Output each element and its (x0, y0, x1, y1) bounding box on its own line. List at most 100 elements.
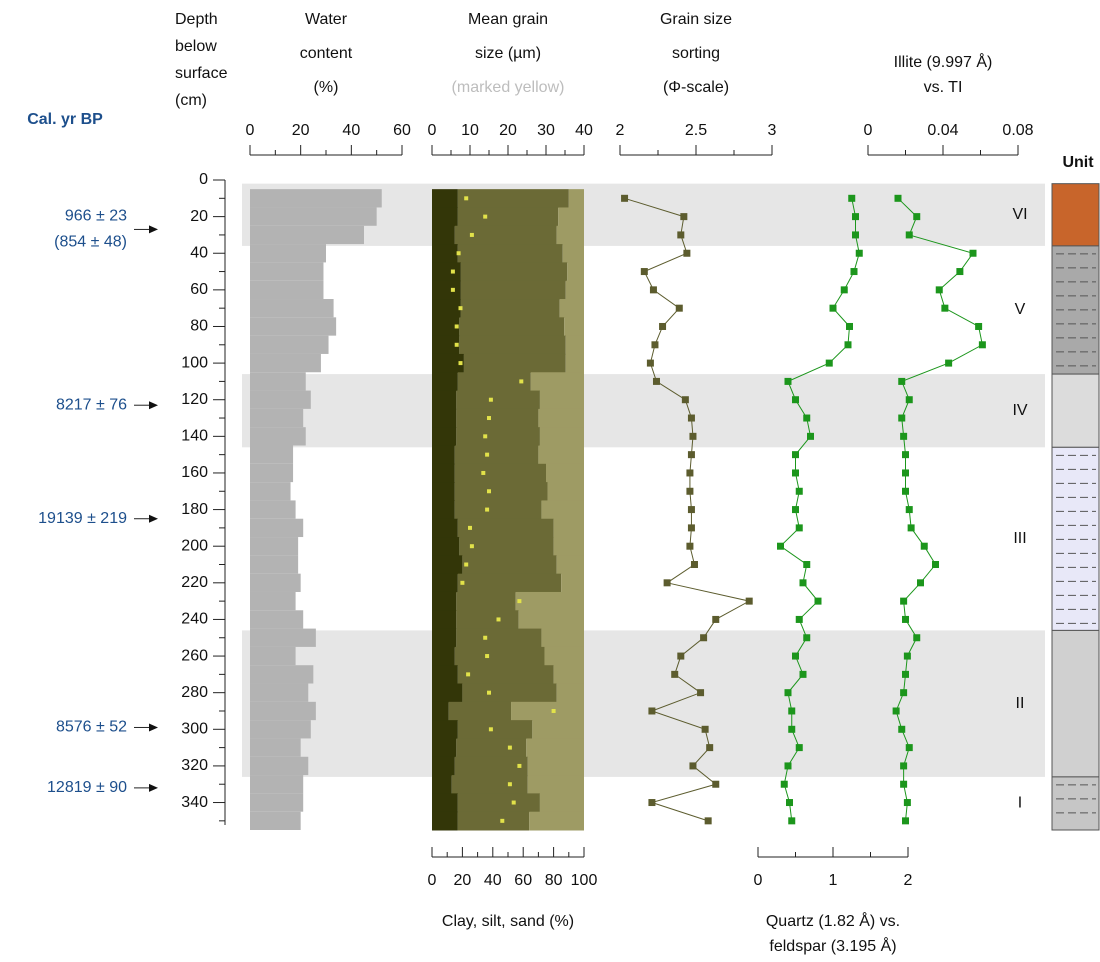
bar-segment (449, 702, 511, 721)
mean-marker (489, 727, 493, 731)
mean-marker (519, 379, 523, 383)
bar-segment (455, 757, 528, 776)
bar-segment (432, 207, 458, 226)
bar-segment (432, 262, 461, 281)
y-tick-label: 40 (190, 244, 208, 261)
date-label: 12819 ± 90 (47, 779, 127, 796)
x-tick-label: 0 (864, 122, 873, 139)
bar-segment (432, 610, 456, 629)
marker (902, 671, 909, 678)
marker (936, 286, 943, 293)
bar (250, 793, 303, 811)
y-tick-label: 160 (181, 464, 208, 481)
bar-segment (432, 702, 449, 721)
bar-segment (519, 610, 584, 629)
marker (792, 653, 799, 660)
bar-segment (455, 482, 548, 501)
marker (712, 616, 719, 623)
bar (250, 317, 336, 335)
marker (686, 488, 693, 495)
marker (902, 616, 909, 623)
y-tick-label: 120 (181, 391, 208, 408)
marker (786, 799, 793, 806)
marker (893, 707, 900, 714)
bar (250, 464, 293, 482)
x-tick-label: 10 (461, 122, 479, 139)
bar-segment (458, 207, 558, 226)
panel-title: Illite (9.997 Å) (894, 52, 993, 71)
bar (250, 537, 298, 555)
marker (683, 250, 690, 257)
bar-segment (432, 592, 456, 611)
bar-segment (432, 574, 458, 593)
bar-segment (458, 720, 532, 739)
bar-segment (561, 574, 584, 593)
marker (641, 268, 648, 275)
bar-segment (456, 409, 538, 428)
marker (917, 579, 924, 586)
marker (945, 360, 952, 367)
unit-label: VI (1012, 206, 1027, 223)
x-tick-label: 0.08 (1002, 122, 1033, 139)
marker (851, 268, 858, 275)
bar (250, 244, 326, 262)
x-tick-label: 2 (904, 872, 913, 889)
depth-title: (cm) (175, 92, 207, 109)
bar-segment (458, 189, 569, 208)
bar (250, 647, 296, 665)
depth-title: Depth (175, 11, 218, 28)
bar-segment (569, 189, 584, 208)
bar (250, 629, 316, 647)
marker (702, 726, 709, 733)
arrow-head (149, 225, 158, 233)
marker (792, 451, 799, 458)
marker (712, 781, 719, 788)
marker (900, 762, 907, 769)
bar-segment (458, 812, 529, 831)
bar-segment (564, 317, 584, 336)
bar-segment (432, 537, 459, 556)
marker (941, 305, 948, 312)
bar (250, 482, 291, 500)
bar-segment (516, 592, 584, 611)
marker (648, 707, 655, 714)
bar-segment (432, 775, 452, 794)
bar-segment (455, 500, 542, 519)
marker (647, 360, 654, 367)
marker (975, 323, 982, 330)
marker (792, 506, 799, 513)
bar (250, 738, 301, 756)
marker (792, 396, 799, 403)
date-label: 8217 ± 76 (56, 396, 127, 413)
bar-segment (432, 684, 462, 703)
marker (900, 433, 907, 440)
mean-marker (455, 324, 459, 328)
bar (250, 299, 334, 317)
bar-segment (432, 757, 455, 776)
x-tick-label: 3 (768, 122, 777, 139)
x-tick-label: 20 (499, 122, 517, 139)
mean-marker (460, 581, 464, 585)
marker (706, 744, 713, 751)
bar-segment (432, 464, 455, 483)
marker (659, 323, 666, 330)
marker (902, 469, 909, 476)
marker (826, 360, 833, 367)
unit-label: V (1015, 301, 1026, 318)
mean-marker (470, 544, 474, 548)
bar (250, 354, 321, 372)
y-tick-label: 80 (190, 318, 208, 335)
marker (788, 707, 795, 714)
bar-segment (456, 610, 518, 629)
bar-segment (432, 647, 455, 666)
panel-title: (Φ-scale) (663, 79, 729, 96)
bar-segment (540, 391, 584, 410)
marker (898, 415, 905, 422)
marker (785, 689, 792, 696)
bar-segment (541, 629, 584, 648)
y-tick-label: 260 (181, 647, 208, 664)
y-tick-label: 320 (181, 757, 208, 774)
unit-box (1052, 184, 1099, 246)
marker (979, 341, 986, 348)
bar-segment (458, 244, 563, 263)
